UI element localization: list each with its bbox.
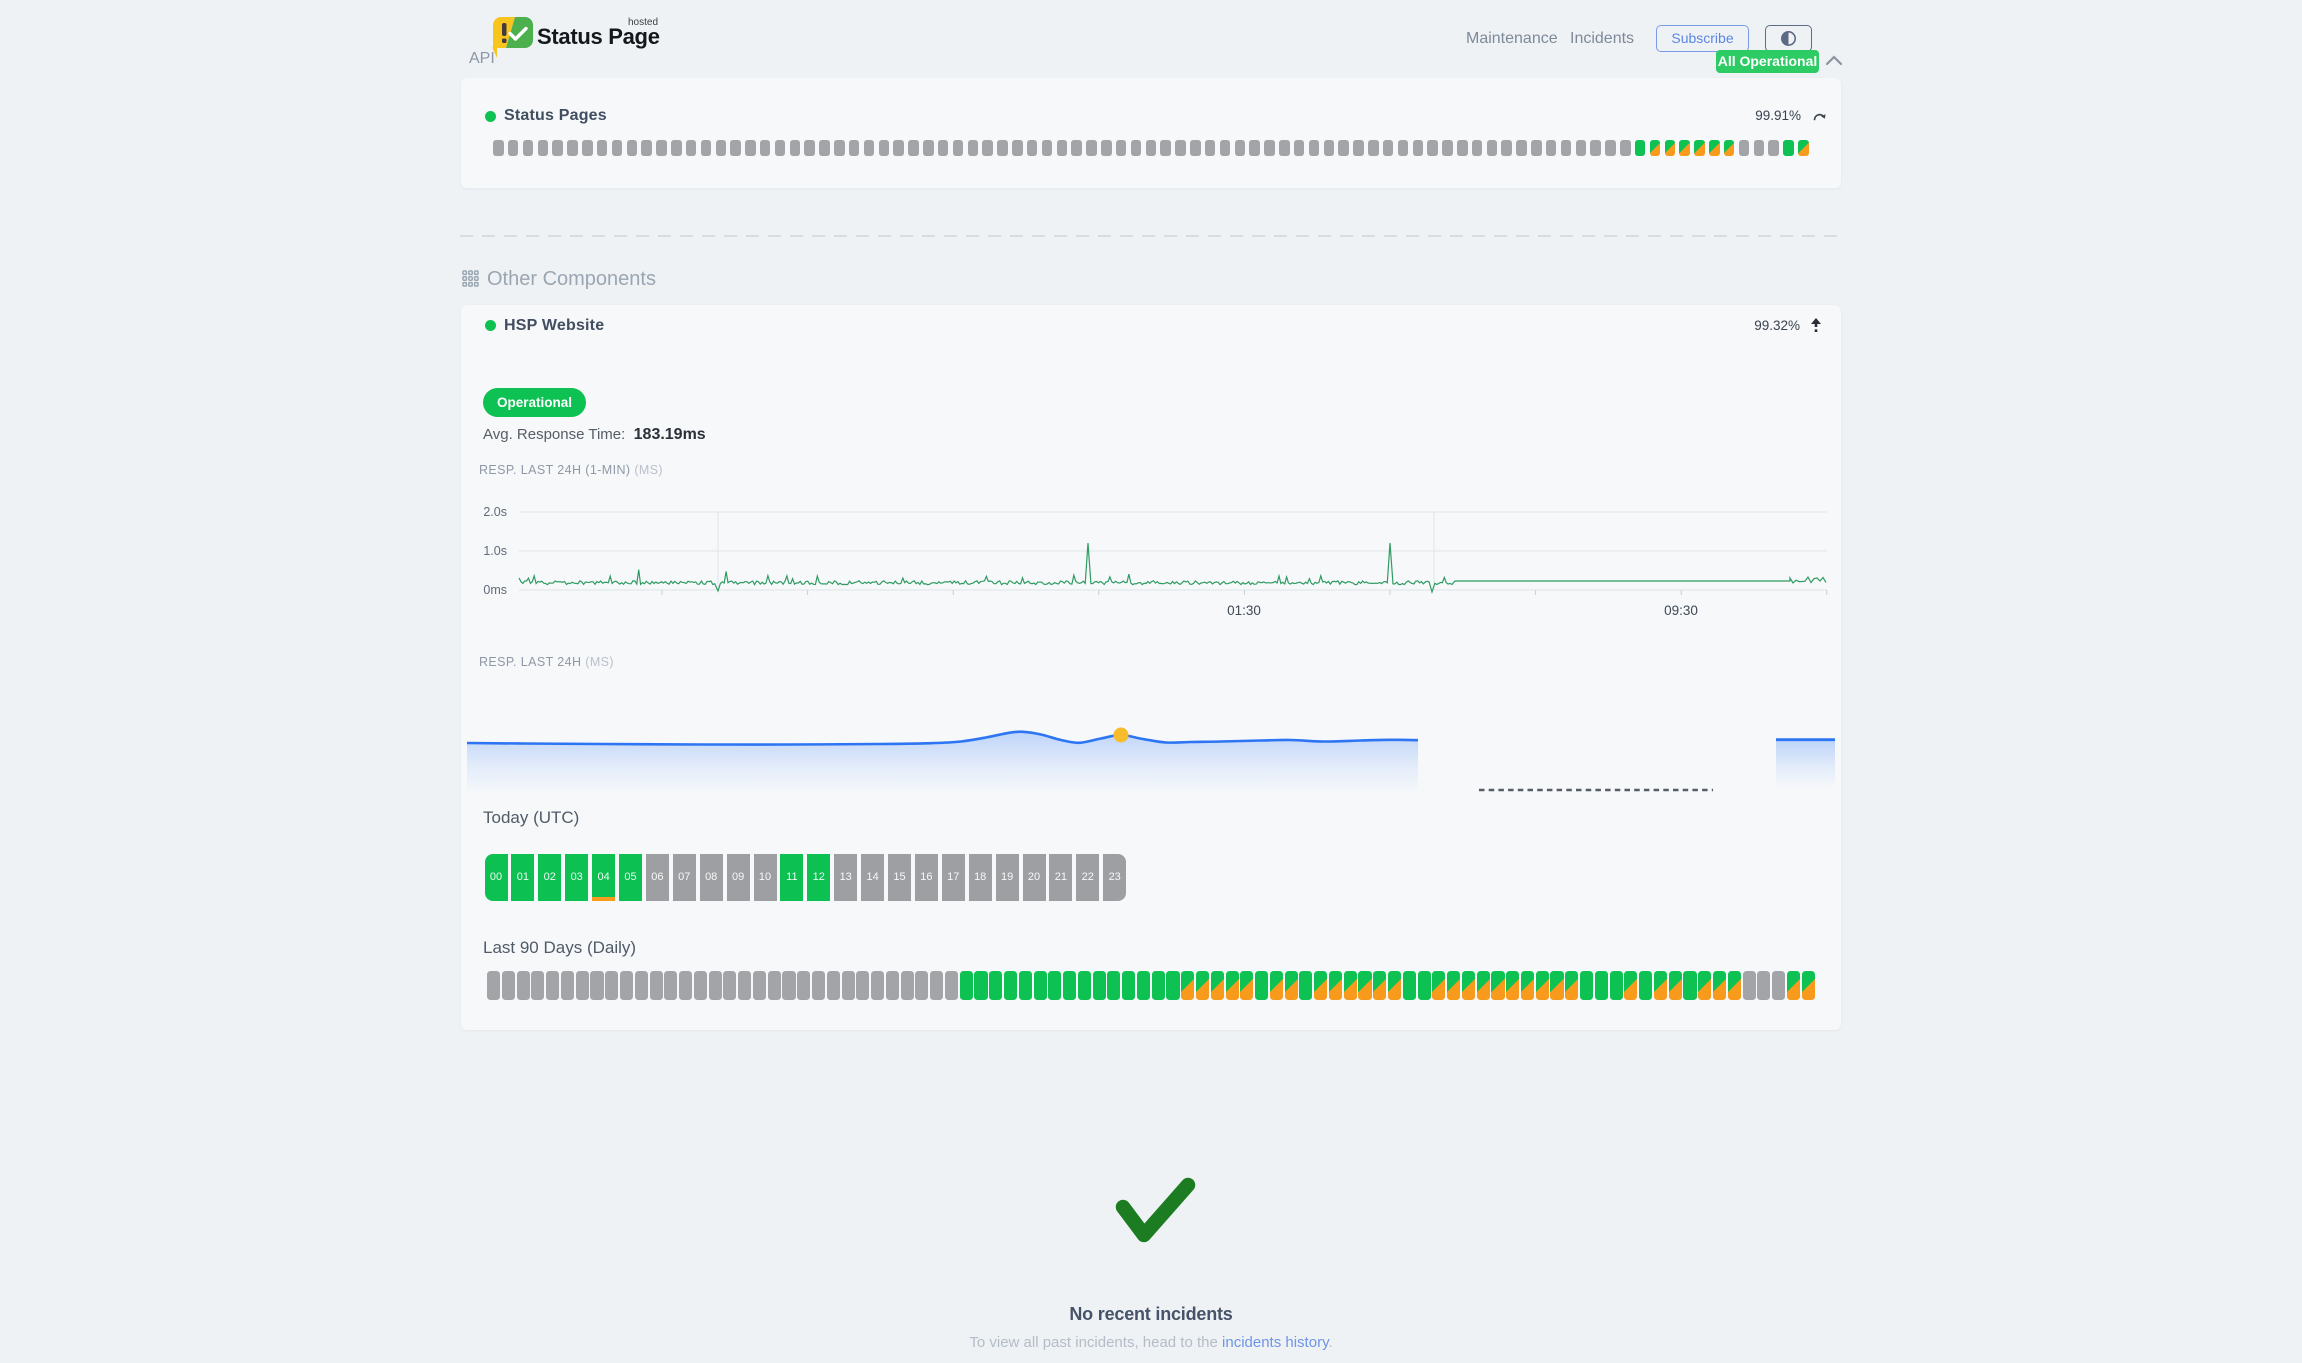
- svg-text:0ms: 0ms: [483, 583, 507, 597]
- svg-text:1.0s: 1.0s: [483, 544, 507, 558]
- svg-text:09:30: 09:30: [1664, 603, 1698, 618]
- svg-text:01:30: 01:30: [1227, 603, 1261, 618]
- svg-text:2.0s: 2.0s: [483, 505, 507, 519]
